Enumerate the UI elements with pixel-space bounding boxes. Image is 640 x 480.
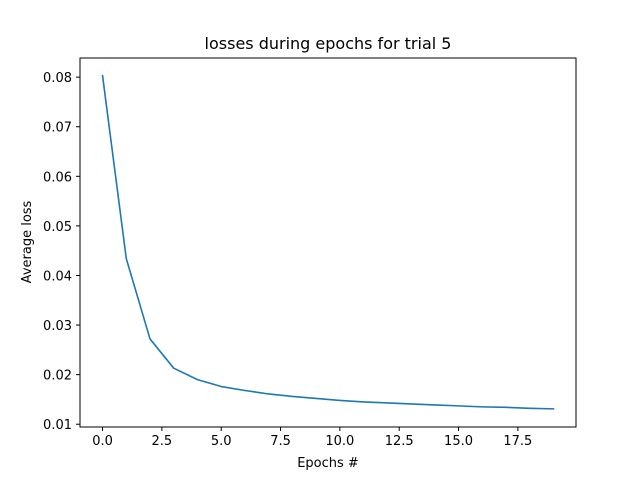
chart-title: losses during epochs for trial 5 — [205, 34, 452, 53]
y-tick-label: 0.02 — [43, 369, 72, 384]
x-tick-label: 12.5 — [385, 434, 414, 449]
x-tick-label: 0.0 — [92, 434, 113, 449]
x-tick-label: 10.0 — [325, 434, 354, 449]
y-tick-label: 0.03 — [43, 319, 72, 334]
x-tick-label: 17.5 — [503, 434, 532, 449]
x-tick-label: 5.0 — [211, 434, 232, 449]
y-tick-label: 0.08 — [43, 71, 72, 86]
y-tick-label: 0.06 — [43, 170, 72, 185]
plot-lines — [101, 74, 555, 410]
loss-series-line — [101, 74, 555, 410]
plot-frame — [79, 57, 577, 428]
x-axis-label: Epochs # — [297, 456, 359, 471]
x-tick-label: 15.0 — [444, 434, 473, 449]
y-tick-label: 0.05 — [43, 220, 72, 235]
x-tick-label: 7.5 — [270, 434, 291, 449]
y-tick-label: 0.04 — [43, 269, 72, 284]
x-tick-label: 2.5 — [152, 434, 173, 449]
x-axis-ticks: 0.0 2.5 5.0 7.5 10.0 12.5 15.0 17.5 — [92, 427, 532, 449]
y-axis-label: Average loss — [20, 200, 35, 283]
y-axis-ticks: 0.01 0.02 0.03 0.04 0.05 0.06 0.07 0.08 — [43, 71, 80, 433]
y-tick-label: 0.01 — [43, 418, 72, 433]
y-tick-label: 0.07 — [43, 121, 72, 136]
